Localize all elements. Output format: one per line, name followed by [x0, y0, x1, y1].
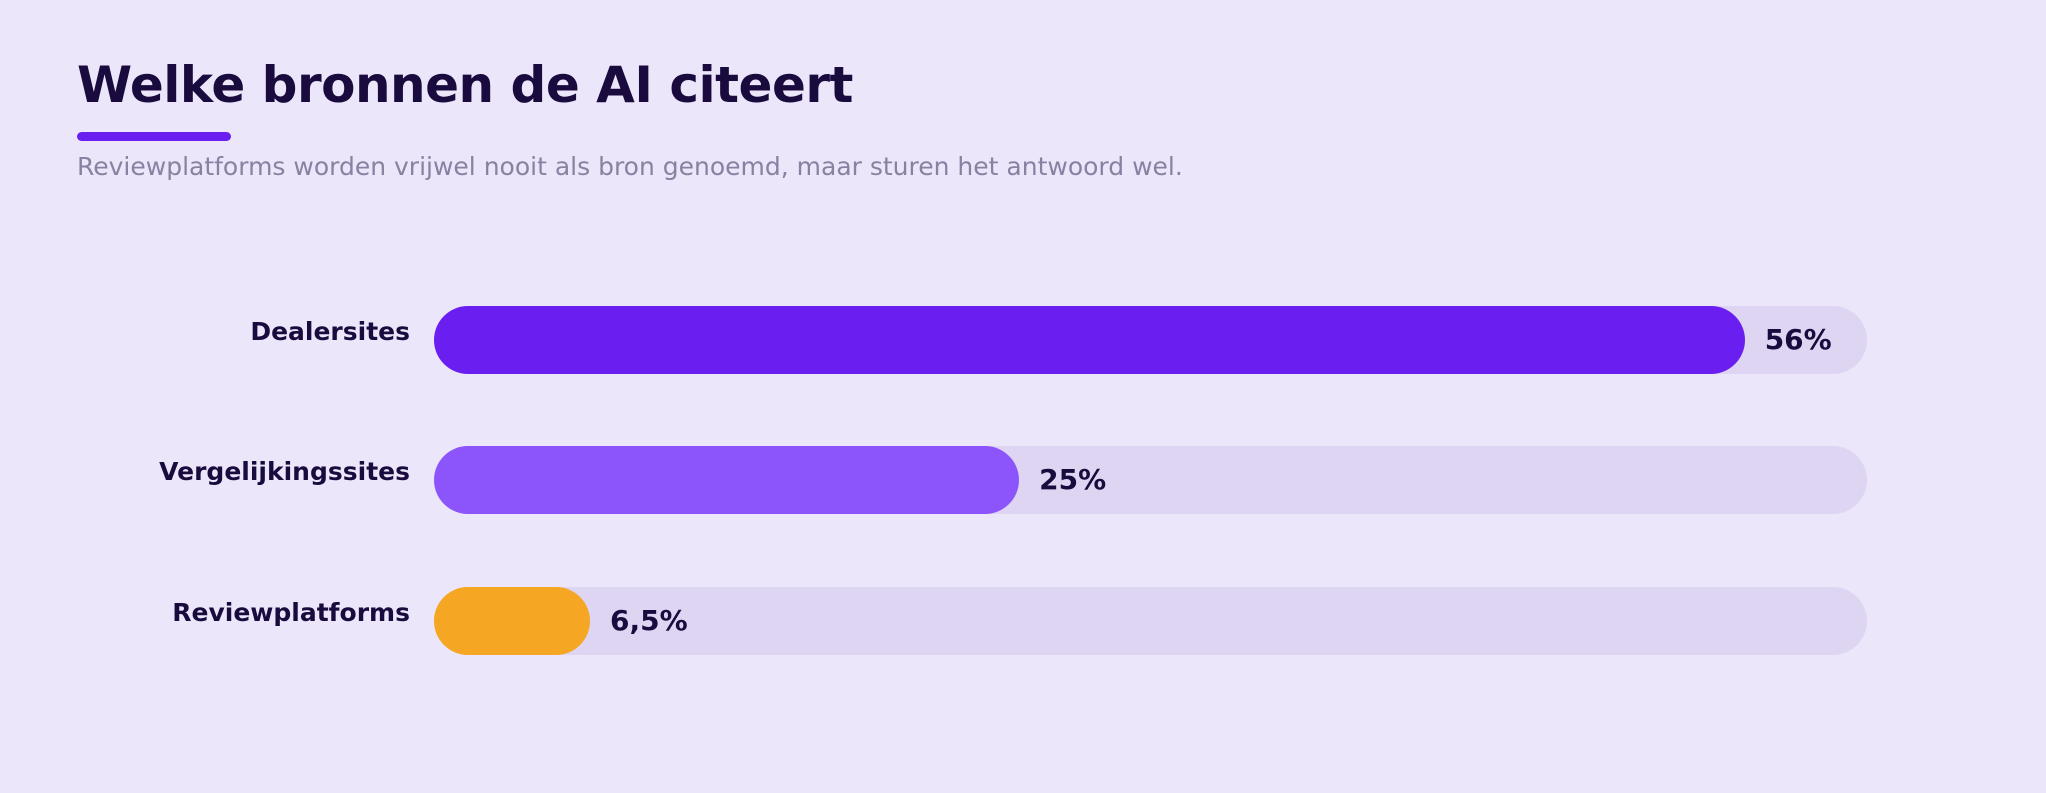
bar-track: 56%: [434, 306, 1867, 374]
category-label: Dealersites: [250, 317, 410, 346]
chart-title: Welke bronnen de AI citeert: [77, 56, 853, 114]
bar-row: Reviewplatforms 6,5%: [0, 587, 2046, 655]
chart-subtitle: Reviewplatforms worden vrijwel nooit als…: [77, 152, 1183, 181]
value-label: 56%: [1764, 323, 1832, 356]
bar-track: 25%: [434, 446, 1867, 514]
bar: [434, 446, 1020, 514]
bar: [434, 587, 590, 655]
bar-row: Vergelijkingssites 25%: [0, 446, 2046, 514]
category-label: Vergelijkingssites: [159, 457, 410, 486]
value-label: 6,5%: [610, 604, 688, 637]
bar-track: 6,5%: [434, 587, 1867, 655]
bar-row: Dealersites 56%: [0, 306, 2046, 374]
category-label: Reviewplatforms: [172, 598, 410, 627]
title-underline: [77, 132, 231, 141]
value-label: 25%: [1039, 463, 1107, 496]
bar: [434, 306, 1745, 374]
